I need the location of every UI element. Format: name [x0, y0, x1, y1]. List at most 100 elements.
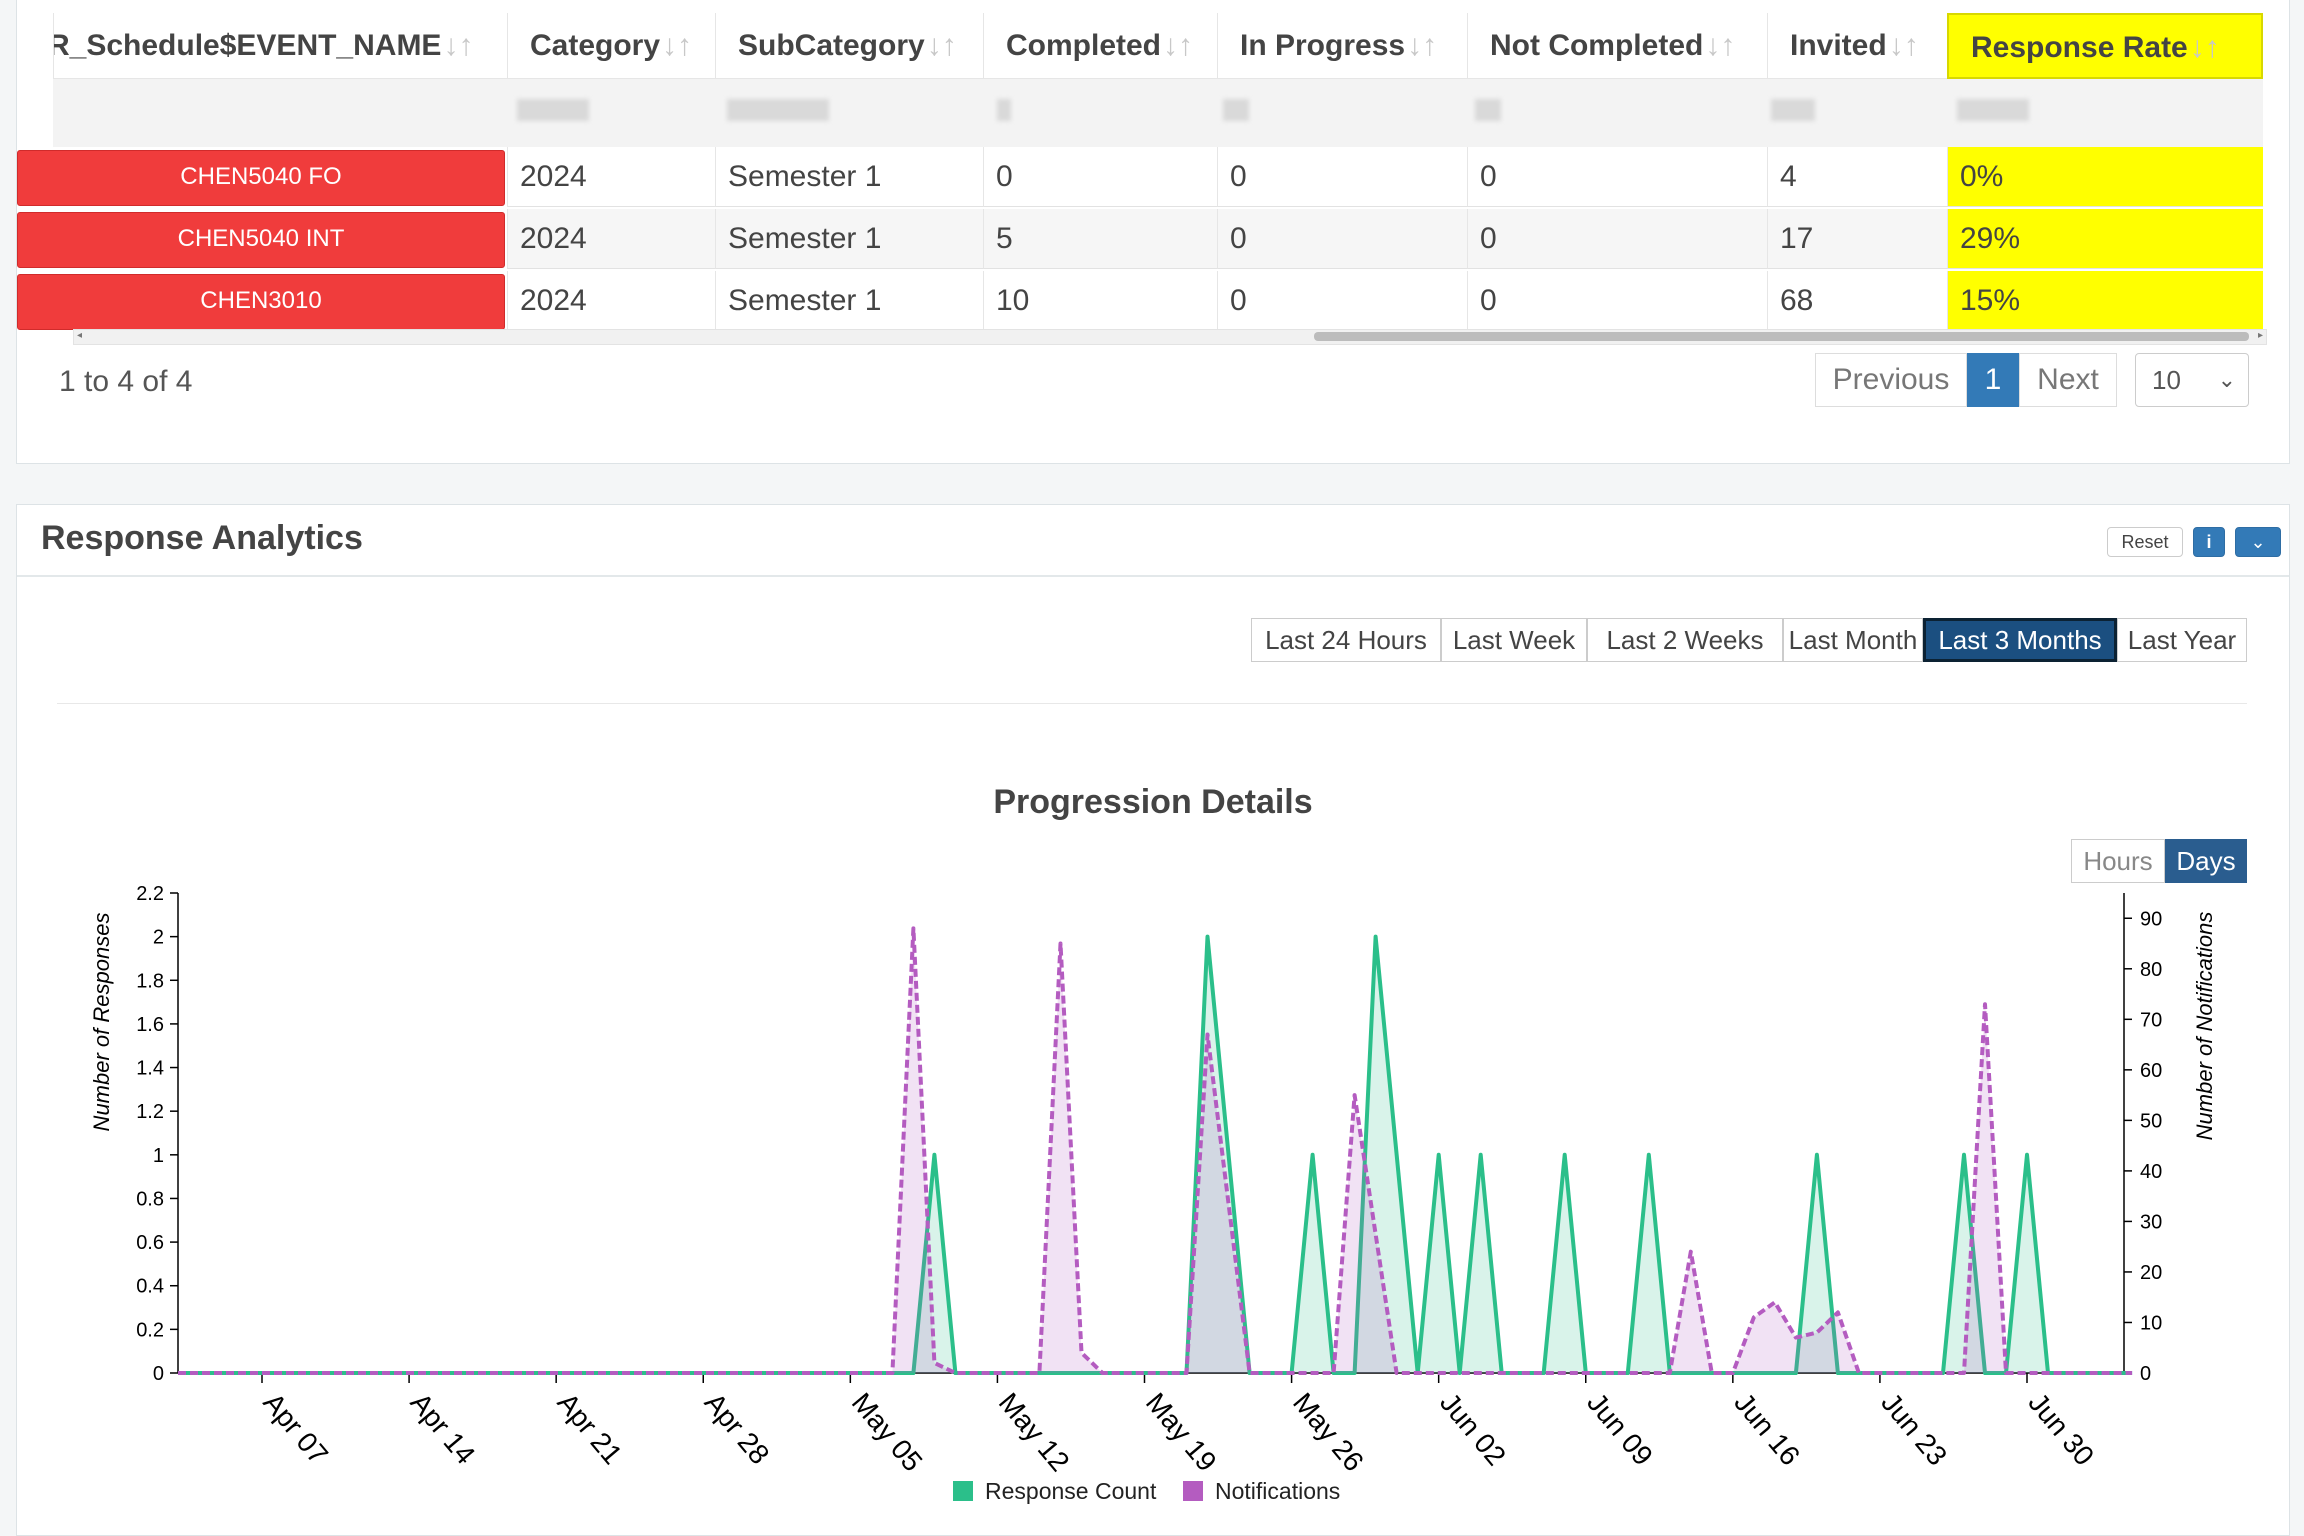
- column-header[interactable]: Not Completed↓↑: [1467, 13, 1767, 79]
- series-area-notifications: [178, 928, 2133, 1373]
- scroll-left-icon[interactable]: ◂: [77, 330, 83, 341]
- x-tick-label: May 26: [1287, 1387, 1370, 1477]
- filter-row[interactable]: [53, 79, 2263, 147]
- y-tick-label: 1: [153, 1145, 164, 1167]
- days-toggle-button[interactable]: Days: [2165, 839, 2247, 883]
- chart-title: Progression Details: [993, 783, 1313, 821]
- x-tick-label: Jun 16: [1728, 1387, 1806, 1471]
- column-header[interactable]: Completed↓↑: [983, 13, 1217, 79]
- table-cell-subcategory: Semester 1: [715, 147, 983, 207]
- column-header-label: R_Schedule$EVENT_NAME: [53, 29, 442, 62]
- x-tick-label: Apr 28: [699, 1387, 776, 1470]
- page-1-button[interactable]: 1: [1967, 353, 2019, 407]
- page-size-select[interactable]: 10 ⌄: [2135, 353, 2249, 407]
- x-tick-label: Jun 23: [1875, 1387, 1953, 1471]
- reset-button[interactable]: Reset: [2107, 527, 2183, 557]
- event-name-button[interactable]: CHEN5040 INT: [17, 212, 505, 268]
- legend-label-response-count: Response Count: [985, 1478, 1157, 1504]
- page-size-value: 10: [2152, 365, 2181, 395]
- column-header[interactable]: Invited↓↑: [1767, 13, 1947, 79]
- sort-icon[interactable]: ↓↑: [662, 29, 693, 62]
- collapse-button[interactable]: ⌄: [2235, 527, 2281, 557]
- blurred-filter: [997, 99, 1011, 121]
- y2-tick-label: 30: [2140, 1211, 2162, 1233]
- event-name-button[interactable]: CHEN5040 FO: [17, 150, 505, 206]
- blurred-filter: [727, 99, 829, 121]
- range-button[interactable]: Last 2 Weeks: [1587, 618, 1783, 662]
- series-area-response-count: [178, 936, 2133, 1373]
- sort-icon[interactable]: ↓↑: [443, 29, 474, 62]
- table-cell-category: 2024: [507, 209, 715, 269]
- legend-swatch-response-count: [953, 1481, 973, 1501]
- previous-page-button[interactable]: Previous: [1815, 353, 1967, 407]
- y2-tick-label: 0: [2140, 1363, 2151, 1385]
- column-header[interactable]: Category↓↑: [507, 13, 715, 79]
- y2-tick-label: 80: [2140, 959, 2162, 981]
- x-tick-label: May 05: [846, 1387, 929, 1477]
- y-tick-label: 1.6: [136, 1014, 164, 1036]
- scroll-thumb[interactable]: [1314, 332, 2249, 341]
- column-header-label: In Progress: [1240, 29, 1406, 62]
- table-cell-response-rate: 15%: [1947, 271, 2263, 331]
- range-button[interactable]: Last Year: [2117, 618, 2247, 662]
- range-button[interactable]: Last Week: [1441, 618, 1587, 662]
- column-header[interactable]: R_Schedule$EVENT_NAME↓↑: [53, 13, 507, 79]
- x-tick-label: Apr 21: [552, 1387, 629, 1470]
- y-tick-label: 0: [153, 1363, 164, 1385]
- blurred-filter: [1475, 99, 1501, 121]
- y-tick-label: 2.2: [136, 883, 164, 905]
- y2-tick-label: 40: [2140, 1161, 2162, 1183]
- table-cell-subcategory: Semester 1: [715, 209, 983, 269]
- y-tick-label: 0.2: [136, 1319, 164, 1341]
- column-header-label: Completed: [1006, 29, 1162, 62]
- y-tick-label: 1.8: [136, 970, 164, 992]
- next-page-button[interactable]: Next: [2019, 353, 2117, 407]
- response-analytics-panel: Response Analytics Reset i ⌄ Last 24 Hou…: [16, 504, 2290, 1536]
- column-header-label: Invited: [1790, 29, 1887, 62]
- y-tick-label: 1.2: [136, 1101, 164, 1123]
- blurred-filter: [1223, 99, 1249, 121]
- sort-icon[interactable]: ↓↑: [1705, 29, 1736, 62]
- data-table-panel: R_Schedule$EVENT_NAME↓↑ Category↓↑ SubCate…: [16, 0, 2290, 464]
- column-header[interactable]: In Progress↓↑: [1217, 13, 1467, 79]
- range-button[interactable]: Last Month: [1783, 618, 1923, 662]
- y2-tick-label: 50: [2140, 1110, 2162, 1132]
- blurred-filter: [517, 99, 589, 121]
- y-tick-label: 0.4: [136, 1276, 164, 1298]
- column-header[interactable]: SubCategory↓↑: [715, 13, 983, 79]
- sort-icon[interactable]: ↓↑: [926, 29, 957, 62]
- legend-swatch-notifications: [1183, 1481, 1203, 1501]
- event-name-button[interactable]: CHEN3010: [17, 274, 505, 330]
- table-cell-in-progress: 0: [1217, 147, 1467, 207]
- sort-icon[interactable]: ↓↑: [2189, 31, 2220, 64]
- column-header-label: Not Completed: [1490, 29, 1704, 62]
- panel-header: Response Analytics Reset i ⌄: [17, 505, 2289, 577]
- info-button[interactable]: i: [2193, 527, 2225, 557]
- x-tick-label: Apr 07: [257, 1387, 334, 1470]
- y2-tick-label: 90: [2140, 908, 2162, 930]
- sort-icon[interactable]: ↓↑: [1888, 29, 1919, 62]
- table-cell-invited: 17: [1767, 209, 1947, 269]
- table-cell-invited: 4: [1767, 147, 1947, 207]
- series-line-notifications: [178, 926, 2133, 1375]
- y-tick-label: 1.4: [136, 1058, 164, 1080]
- range-button[interactable]: Last 24 Hours: [1251, 618, 1441, 662]
- table-cell-completed: 0: [983, 147, 1217, 207]
- series-line-response-count: [178, 934, 2133, 1375]
- sort-icon[interactable]: ↓↑: [1163, 29, 1194, 62]
- divider: [57, 703, 2247, 704]
- column-header[interactable]: Response Rate↓↑: [1947, 13, 2263, 79]
- horizontal-scrollbar[interactable]: ◂ ▸: [73, 329, 2267, 345]
- y2-tick-label: 60: [2140, 1060, 2162, 1082]
- table-cell-in-progress: 0: [1217, 209, 1467, 269]
- table-cell-response-rate: 0%: [1947, 147, 2263, 207]
- hours-toggle-button[interactable]: Hours: [2071, 839, 2165, 883]
- blurred-filter: [1771, 99, 1815, 121]
- range-button[interactable]: Last 3 Months: [1923, 618, 2117, 662]
- scroll-right-icon[interactable]: ▸: [2257, 330, 2263, 341]
- panel-title: Response Analytics: [41, 519, 363, 557]
- column-header-label: SubCategory: [738, 29, 925, 62]
- legend-label-notifications: Notifications: [1215, 1478, 1340, 1504]
- sort-icon[interactable]: ↓↑: [1407, 29, 1438, 62]
